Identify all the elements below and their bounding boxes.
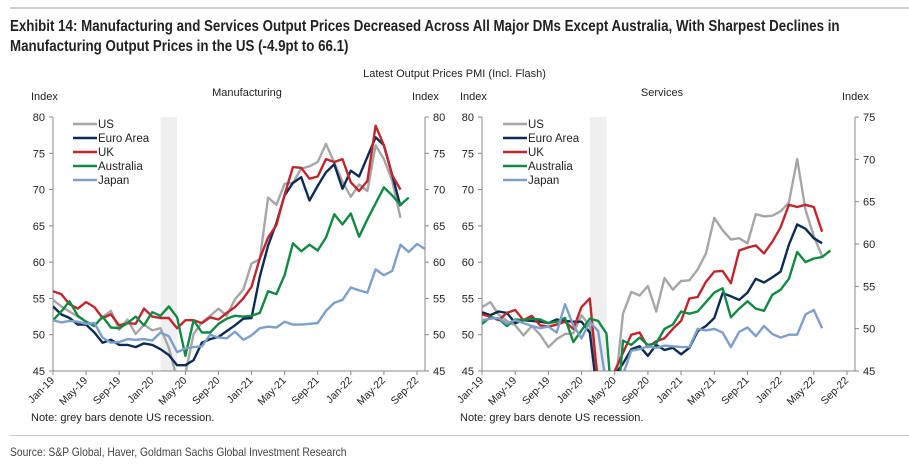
svc-panel-title: Services: [641, 87, 684, 99]
svc-right-tick-label: 55: [863, 281, 875, 293]
mfg-right-tick-label: 60: [433, 257, 445, 269]
mfg-left-tick-label: 50: [33, 330, 45, 342]
svc-left-tick-label: 45: [462, 366, 474, 378]
mfg-legend-label: US: [98, 119, 114, 131]
mfg-recession-bar: [160, 117, 178, 371]
svc-series-australia: [482, 249, 832, 371]
exhibit-title-line2: Manufacturing Output Prices in the US (-…: [10, 38, 349, 55]
svc-left-tick-label: 80: [462, 112, 474, 124]
mfg-right-tick-label: 80: [433, 112, 445, 124]
svc-x-tick-label: Sep-20: [620, 375, 653, 408]
mfg-series-australia: [53, 186, 410, 357]
mfg-x-tick-label: Jan-22: [324, 375, 355, 406]
svc-x-tick-label: Sep-21: [719, 375, 752, 408]
svc-left-tick-label: 70: [462, 185, 474, 197]
svc-left-tick-label: 55: [462, 293, 474, 305]
svc-right-tick-label: 65: [863, 197, 875, 209]
svc-legend-label: Euro Area: [528, 133, 580, 145]
svc-left-tick-label: 75: [462, 148, 474, 160]
mfg-series-us: [53, 142, 402, 371]
mfg-x-tick-label: Sep-19: [91, 375, 124, 408]
mfg-chart: Manufacturing Index Index 45 50 55 60 65 70 75 80 4…: [26, 87, 445, 424]
mfg-x-tick-label: Jan-19: [26, 375, 57, 406]
svc-left-tick-label: 65: [462, 221, 474, 233]
mfg-legend: US Euro Area UK Australia Japan: [73, 119, 150, 187]
mfg-x-tick-label: Sep-20: [190, 375, 223, 408]
svc-chart: Services Index Index 45 50 55 60 65 70 75 80 45 50 55…: [455, 87, 875, 424]
mfg-right-tick-label: 45: [433, 366, 445, 378]
top-divider: [10, 7, 909, 9]
svc-legend-label: Australia: [528, 161, 573, 173]
svc-right-tick-label: 50: [863, 324, 875, 336]
mfg-note: Note: grey bars denote US recession.: [31, 412, 214, 424]
mfg-series-japan: [53, 242, 425, 354]
mfg-series-euro-area: [53, 136, 402, 367]
svc-x-tick-label: Jan-22: [754, 375, 785, 406]
svc-left-tick-label: 50: [462, 330, 474, 342]
svc-series-japan: [482, 303, 824, 371]
mfg-left-tick-label: 70: [33, 185, 45, 197]
svc-series-group: [482, 157, 832, 371]
mfg-x-tick-label: May-22: [355, 375, 388, 408]
mfg-left-tick-label: 45: [33, 366, 45, 378]
mfg-right-tick-label: 75: [433, 148, 445, 160]
source-note: Source: S&P Global, Haver, Goldman Sachs…: [10, 445, 347, 459]
mfg-x-tick-label: Jan-20: [125, 375, 156, 406]
svc-right-tick-label: 75: [863, 112, 875, 124]
mfg-x-tick-label: Sep-22: [389, 375, 422, 408]
mfg-series-group: [53, 124, 425, 371]
mfg-right-tick-label: 70: [433, 185, 445, 197]
svc-x-tick-label: Sep-19: [520, 375, 553, 408]
svc-recession-bar: [589, 117, 607, 371]
svc-x-tick-label: May-20: [586, 375, 619, 408]
mfg-panel-title: Manufacturing: [212, 87, 282, 99]
svc-right-tick-label: 70: [863, 154, 875, 166]
exhibit-title-line1: Exhibit 14: Manufacturing and Services O…: [10, 18, 840, 35]
svc-x-tick-label: May-22: [785, 375, 818, 408]
svc-left-axis-label: Index: [460, 91, 487, 103]
mfg-left-tick-label: 60: [33, 257, 45, 269]
mfg-x-tick-label: Jan-21: [224, 375, 255, 406]
mfg-right-tick-label: 65: [433, 221, 445, 233]
svc-right-tick-label: 60: [863, 239, 875, 251]
chart-supertitle: Latest Output Prices PMI (Incl. Flash): [363, 68, 546, 80]
mfg-left-tick-label: 80: [33, 112, 45, 124]
mfg-left-tick-label: 75: [33, 148, 45, 160]
mfg-x-tick-label: Sep-21: [289, 375, 322, 408]
exhibit-title: Exhibit 14: Manufacturing and Services O…: [10, 17, 840, 57]
mfg-x-tick-label: May-20: [156, 375, 189, 408]
svc-series-us: [482, 157, 824, 371]
svc-note: Note: grey bars denote US recession.: [460, 412, 643, 424]
svc-left-tick-label: 60: [462, 257, 474, 269]
mfg-left-tick-label: 55: [33, 293, 45, 305]
mfg-legend-label: Australia: [98, 161, 143, 173]
svc-x-tick-label: May-19: [486, 375, 519, 408]
svc-legend-label: UK: [528, 147, 544, 159]
mfg-legend-label: Euro Area: [98, 133, 150, 145]
svc-right-axis-label: Index: [842, 91, 869, 103]
svc-legend-label: Japan: [528, 175, 559, 187]
mfg-right-tick-label: 55: [433, 293, 445, 305]
mfg-legend-label: Japan: [98, 175, 129, 187]
svc-legend-label: US: [528, 119, 544, 131]
svc-x-tick-label: Jan-20: [554, 375, 585, 406]
svc-x-tick-label: Sep-22: [819, 375, 852, 408]
mfg-right-tick-label: 50: [433, 330, 445, 342]
svc-x-tick-label: May-21: [685, 375, 718, 408]
bottom-divider: [10, 435, 909, 436]
mfg-right-axis-label: Index: [412, 91, 439, 103]
svc-series-euro-area: [482, 223, 823, 371]
mfg-legend-label: UK: [98, 147, 114, 159]
mfg-left-tick-label: 65: [33, 221, 45, 233]
mfg-series-uk: [53, 124, 402, 330]
mfg-left-axis-label: Index: [31, 91, 58, 103]
mfg-x-tick-label: May-21: [256, 375, 289, 408]
svc-legend: US Euro Area UK Australia Japan: [503, 119, 580, 187]
svc-right-tick-label: 45: [863, 366, 875, 378]
svc-x-tick-label: Jan-19: [455, 375, 486, 406]
mfg-x-tick-label: May-19: [57, 375, 90, 408]
svc-x-tick-label: Jan-21: [654, 375, 685, 406]
